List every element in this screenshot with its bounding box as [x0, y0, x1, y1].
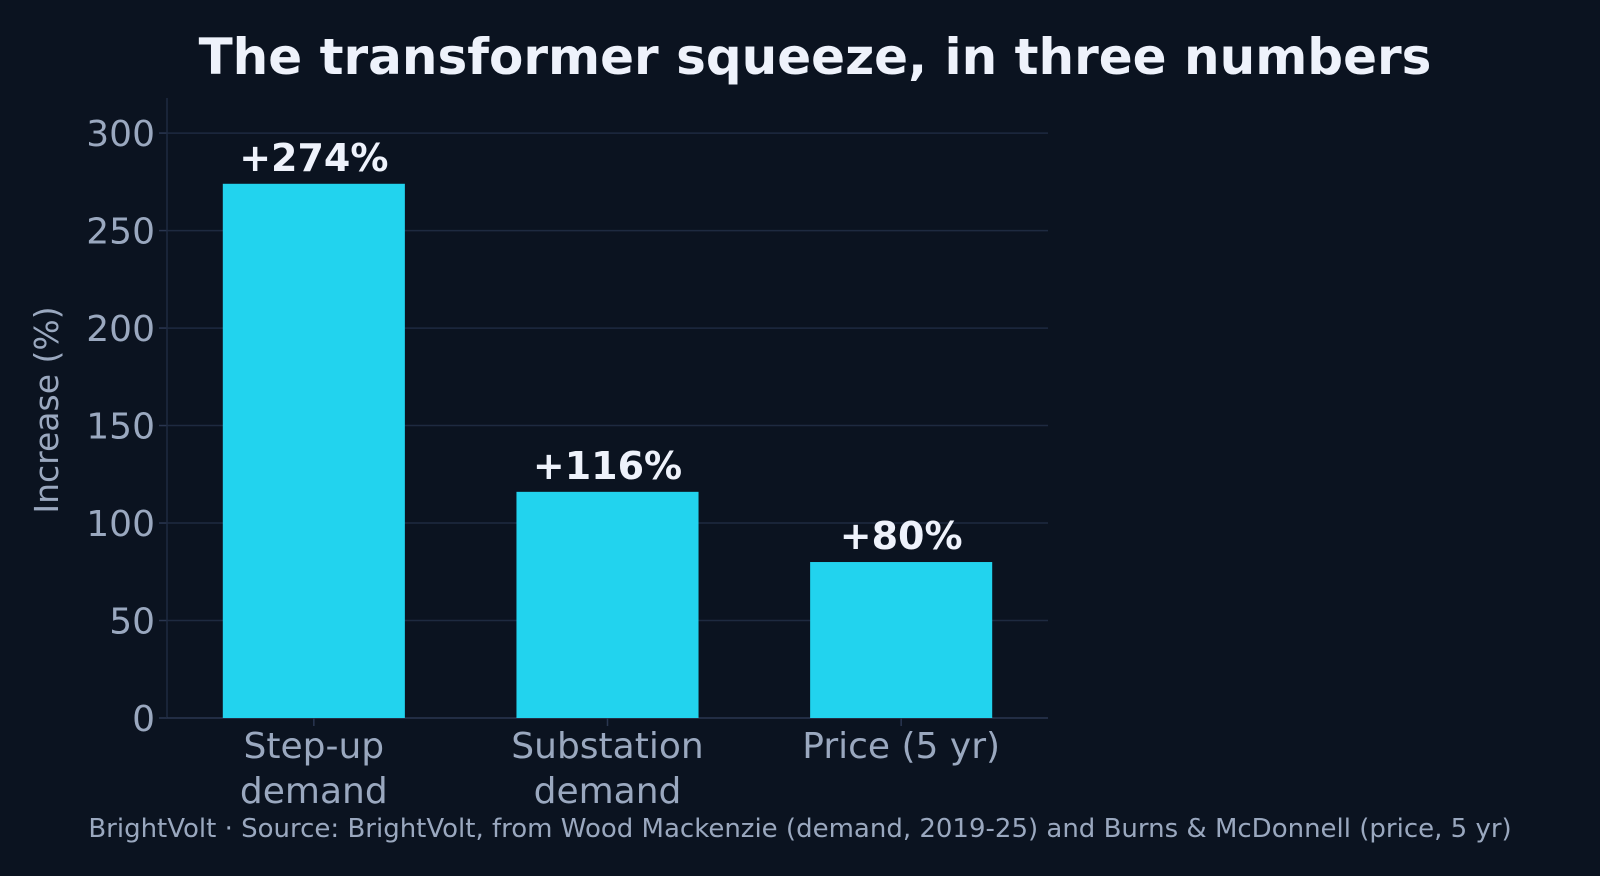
- value-label-2: +80%: [840, 514, 963, 558]
- bars: [222, 183, 993, 719]
- source-footer: BrightVolt · Source: BrightVolt, from Wo…: [88, 814, 1511, 844]
- category-label-line: demand: [534, 771, 682, 812]
- bar-2: [810, 562, 993, 718]
- category-label-0: Step-up demand: [240, 726, 388, 812]
- value-label-1: +116%: [533, 444, 682, 488]
- y-tick-label: 0: [132, 699, 155, 740]
- y-tick-label: 300: [86, 114, 155, 155]
- y-tick-labels: 0 50 100 150 200 250 300: [86, 114, 155, 740]
- chart-title: The transformer squeeze, in three number…: [199, 28, 1432, 86]
- y-tick-label: 200: [86, 309, 155, 350]
- category-label-1: Substation demand: [511, 726, 703, 812]
- bar-0: [222, 183, 405, 719]
- value-label-0: +274%: [239, 136, 388, 180]
- y-tick-label: 100: [86, 504, 155, 545]
- category-label-line: Price (5 yr): [802, 726, 1000, 767]
- bar-1: [516, 491, 699, 718]
- y-tick-label: 250: [86, 212, 155, 253]
- category-label-line: Substation: [511, 726, 703, 767]
- y-tick-label: 50: [109, 602, 155, 643]
- category-label-line: demand: [240, 771, 388, 812]
- y-tick-label: 150: [86, 407, 155, 448]
- y-axis-label: Increase (%): [27, 306, 66, 513]
- category-label-line: Step-up: [244, 726, 385, 767]
- value-labels: +274% +116% +80%: [239, 136, 962, 558]
- category-label-2: Price (5 yr): [802, 726, 1000, 767]
